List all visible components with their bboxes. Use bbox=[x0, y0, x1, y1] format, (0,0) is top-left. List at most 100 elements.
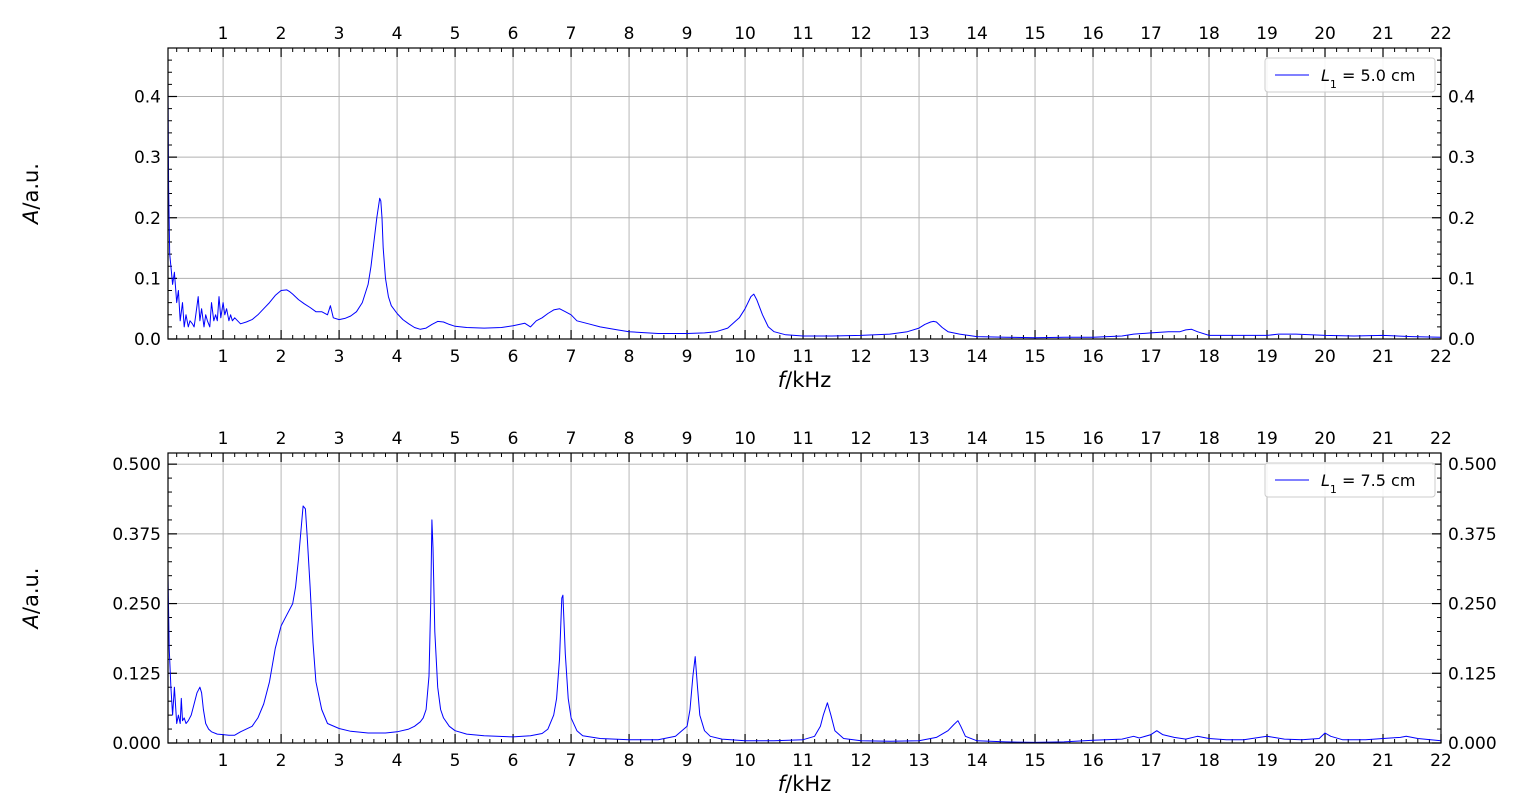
x-tick-label: 6 bbox=[508, 751, 519, 771]
x-tick-label-top: 22 bbox=[1430, 429, 1452, 449]
x-tick-label: 2 bbox=[276, 347, 287, 367]
x-tick-label: 3 bbox=[334, 347, 345, 367]
series-layer bbox=[167, 505, 1442, 743]
x-tick-label-top: 12 bbox=[850, 24, 872, 44]
x-tick-label-top: 19 bbox=[1256, 24, 1278, 44]
legend-variable: L bbox=[1321, 471, 1330, 490]
x-tick-label-top: 3 bbox=[334, 429, 345, 449]
x-tick-label-top: 13 bbox=[908, 24, 930, 44]
x-tick-label-top: 13 bbox=[908, 429, 930, 449]
x-tick-label: 17 bbox=[1140, 347, 1162, 367]
x-tick-label: 11 bbox=[792, 751, 814, 771]
x-tick-label: 1 bbox=[218, 751, 229, 771]
x-tick-label: 16 bbox=[1082, 347, 1104, 367]
x-tick-label-top: 17 bbox=[1140, 429, 1162, 449]
series-layer bbox=[167, 84, 1442, 339]
x-axis-label: f/kHz bbox=[778, 772, 831, 796]
grid-lines bbox=[168, 453, 1441, 743]
x-tick-label-top: 6 bbox=[508, 429, 519, 449]
x-tick-label: 12 bbox=[850, 347, 872, 367]
y-tick-label-right: 0.3 bbox=[1448, 148, 1475, 168]
x-tick-label-top: 20 bbox=[1314, 24, 1336, 44]
x-tick-label: 13 bbox=[908, 751, 930, 771]
x-tick-label: 8 bbox=[624, 347, 635, 367]
x-tick-label-top: 3 bbox=[334, 24, 345, 44]
x-tick-label-top: 14 bbox=[966, 24, 988, 44]
x-tick-label-top: 5 bbox=[450, 429, 461, 449]
y-tick-label-right: 0.4 bbox=[1448, 88, 1475, 108]
y-tick-label: 0.375 bbox=[112, 525, 161, 545]
x-tick-label-top: 22 bbox=[1430, 24, 1452, 44]
y-tick-label-right: 0.000 bbox=[1448, 734, 1497, 754]
x-tick-label: 18 bbox=[1198, 751, 1220, 771]
x-tick-label: 18 bbox=[1198, 347, 1220, 367]
x-tick-label-top: 21 bbox=[1372, 24, 1394, 44]
x-tick-label-top: 1 bbox=[218, 24, 229, 44]
tick-labels: 1122334455667788991010111112121313141415… bbox=[134, 24, 1475, 367]
x-tick-label-top: 16 bbox=[1082, 24, 1104, 44]
legend-variable: L bbox=[1321, 66, 1330, 85]
x-tick-label: 20 bbox=[1314, 347, 1336, 367]
x-tick-label-top: 9 bbox=[682, 429, 693, 449]
y-tick-label-right: 0.1 bbox=[1448, 269, 1475, 289]
x-tick-label-top: 6 bbox=[508, 24, 519, 44]
y-tick-label-right: 0.500 bbox=[1448, 455, 1497, 475]
x-tick-label-top: 5 bbox=[450, 24, 461, 44]
x-tick-label: 2 bbox=[276, 751, 287, 771]
y-tick-label-right: 0.375 bbox=[1448, 525, 1497, 545]
legend: L1 = 7.5 cm bbox=[1264, 462, 1436, 498]
x-tick-label: 9 bbox=[682, 347, 693, 367]
x-tick-label-top: 2 bbox=[276, 429, 287, 449]
x-tick-label-top: 17 bbox=[1140, 24, 1162, 44]
legend-subscript: 1 bbox=[1330, 78, 1337, 91]
x-tick-label: 12 bbox=[850, 751, 872, 771]
y-tick-label: 0.4 bbox=[134, 88, 161, 108]
grid-lines bbox=[168, 48, 1441, 339]
legend: L1 = 5.0 cm bbox=[1264, 57, 1436, 93]
x-tick-label: 17 bbox=[1140, 751, 1162, 771]
x-tick-label-top: 18 bbox=[1198, 429, 1220, 449]
legend-box bbox=[1264, 462, 1436, 498]
x-tick-label-top: 11 bbox=[792, 24, 814, 44]
x-tick-label-top: 9 bbox=[682, 24, 693, 44]
x-tick-label-top: 21 bbox=[1372, 429, 1394, 449]
axis-ticks bbox=[168, 47, 1442, 340]
y-tick-label: 0.000 bbox=[112, 734, 161, 754]
axis-ticks bbox=[168, 453, 1442, 744]
x-tick-label: 9 bbox=[682, 751, 693, 771]
x-tick-label-top: 14 bbox=[966, 429, 988, 449]
x-axis-label: f/kHz bbox=[778, 368, 831, 392]
x-tick-label: 16 bbox=[1082, 751, 1104, 771]
x-tick-label-top: 18 bbox=[1198, 24, 1220, 44]
y-tick-label: 0.0 bbox=[134, 330, 161, 350]
x-tick-label: 7 bbox=[566, 751, 577, 771]
y-tick-label-right: 0.125 bbox=[1448, 664, 1497, 684]
tick-labels: 1122334455667788991010111112121313141415… bbox=[112, 429, 1496, 771]
x-tick-label: 1 bbox=[218, 347, 229, 367]
y-tick-label: 0.3 bbox=[134, 148, 161, 168]
x-tick-label: 15 bbox=[1024, 751, 1046, 771]
x-tick-label: 20 bbox=[1314, 751, 1336, 771]
x-tick-label: 22 bbox=[1430, 751, 1452, 771]
y-tick-label: 0.1 bbox=[134, 269, 161, 289]
x-tick-label: 7 bbox=[566, 347, 577, 367]
legend-subscript: 1 bbox=[1330, 483, 1337, 496]
legend-entry: L1 = 7.5 cm bbox=[1321, 471, 1415, 496]
x-tick-label-top: 19 bbox=[1256, 429, 1278, 449]
x-tick-label: 4 bbox=[392, 347, 403, 367]
x-tick-label-top: 10 bbox=[734, 24, 756, 44]
x-tick-label-top: 15 bbox=[1024, 24, 1046, 44]
x-tick-label: 6 bbox=[508, 347, 519, 367]
y-tick-label-right: 0.0 bbox=[1448, 330, 1475, 350]
x-tick-label: 15 bbox=[1024, 347, 1046, 367]
x-tick-label: 10 bbox=[734, 751, 756, 771]
x-tick-label: 19 bbox=[1256, 347, 1278, 367]
x-tick-label: 5 bbox=[450, 751, 461, 771]
y-tick-label: 0.2 bbox=[134, 209, 161, 229]
x-tick-label: 10 bbox=[734, 347, 756, 367]
x-tick-label-top: 4 bbox=[392, 429, 403, 449]
x-tick-label: 5 bbox=[450, 347, 461, 367]
x-tick-label-top: 7 bbox=[566, 24, 577, 44]
legend-box bbox=[1264, 57, 1436, 93]
plot-frame bbox=[167, 47, 1442, 340]
